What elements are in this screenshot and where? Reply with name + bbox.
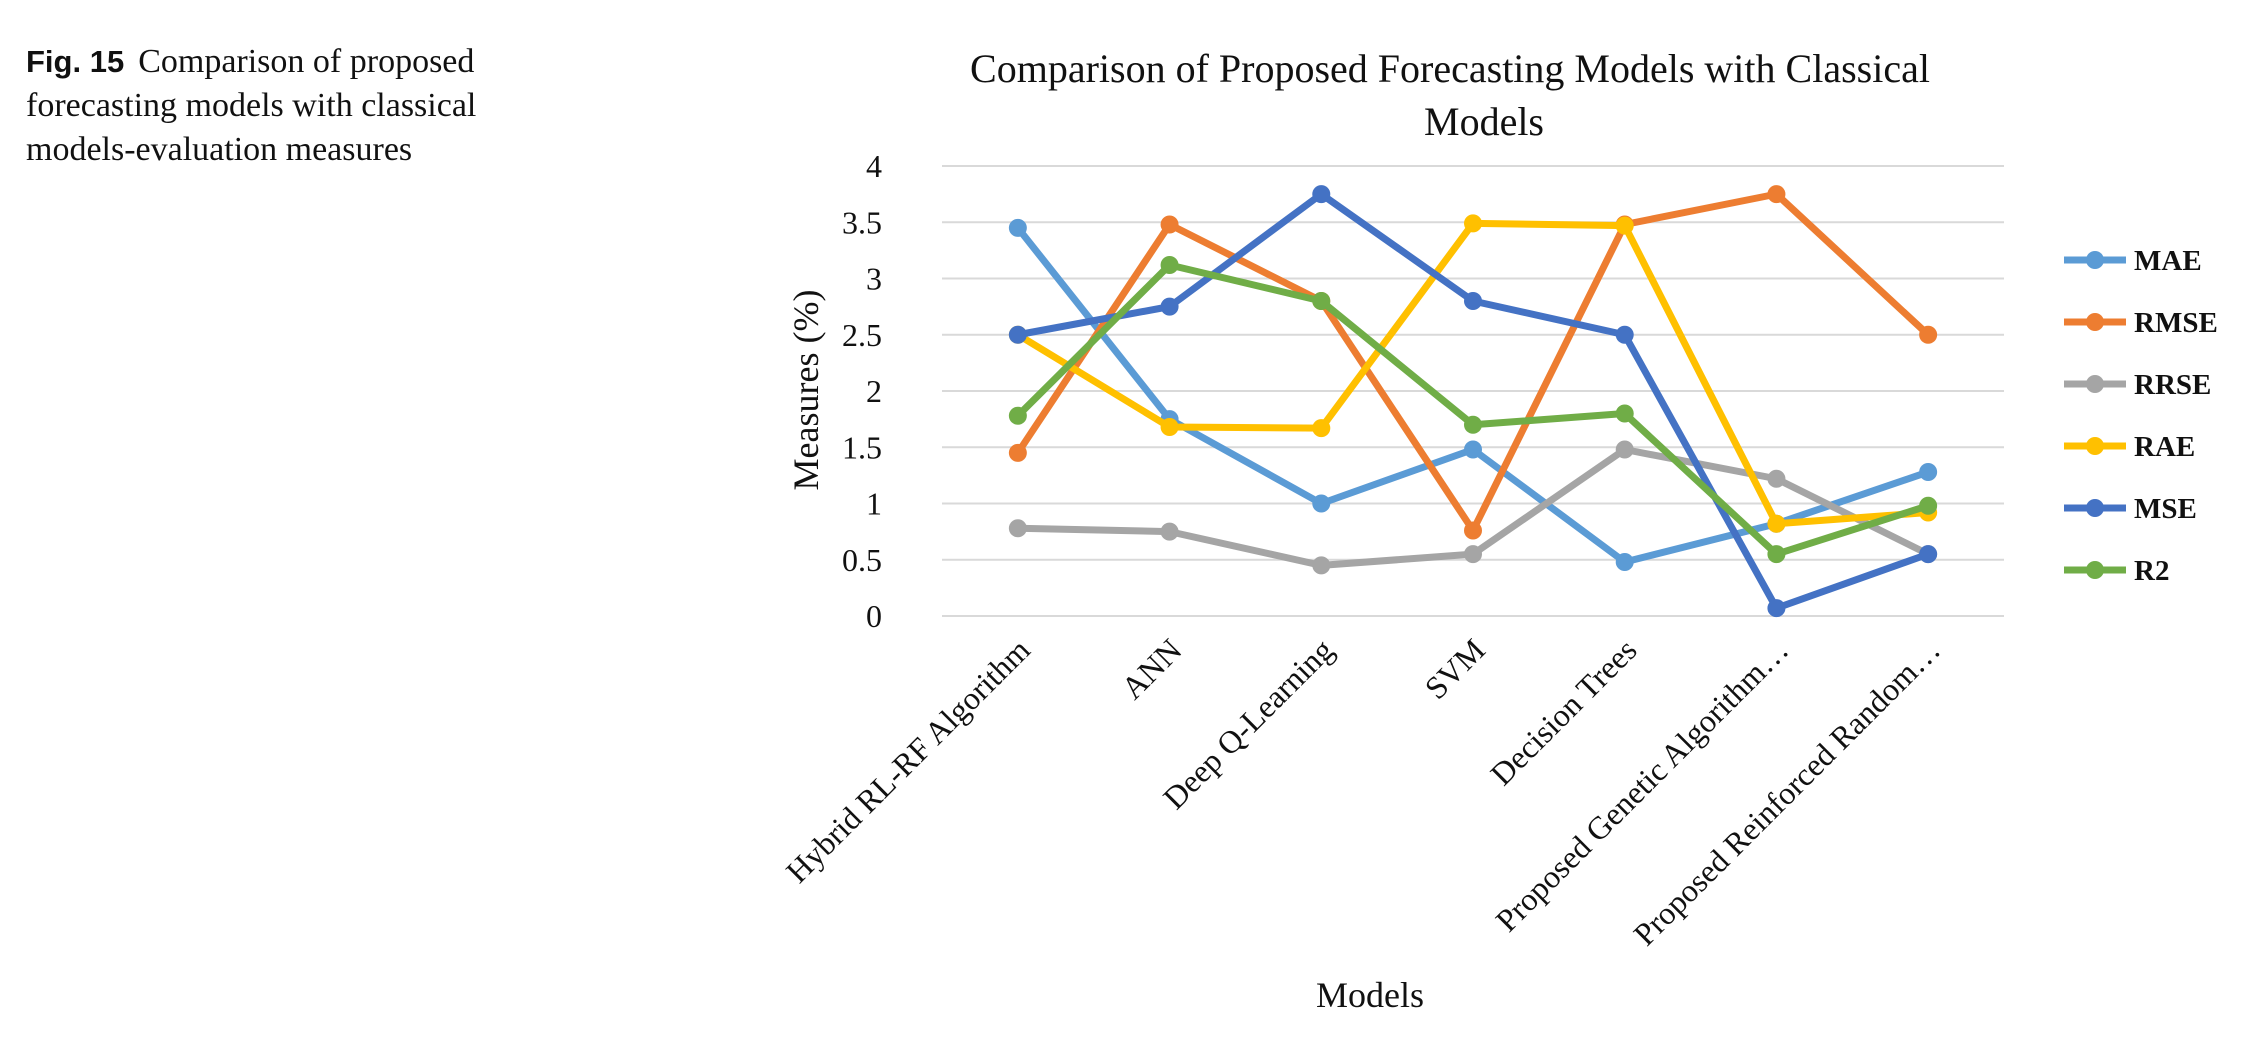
x-tick-label: Hybrid RL-RF Algorithm — [779, 631, 1037, 889]
data-point-rae — [1615, 216, 1634, 235]
y-axis-title: Measures (%) — [786, 290, 826, 491]
legend-label: RRSE — [2134, 369, 2211, 401]
data-point-mse — [1767, 599, 1786, 618]
data-point-mae — [1464, 440, 1482, 459]
data-point-mae — [1312, 494, 1331, 513]
legend-item-rrse: RRSE — [2064, 369, 2211, 401]
legend-marker — [2086, 499, 2104, 517]
x-tick-label: ANN — [1114, 631, 1188, 705]
data-point-rmse — [1767, 185, 1786, 204]
legend-label: MSE — [2134, 493, 2197, 525]
figure-caption-text: Comparison of proposed forecasting model… — [26, 43, 477, 168]
data-point-r2 — [1160, 256, 1179, 274]
x-tick-label: Decision Trees — [1483, 631, 1644, 792]
legend-marker — [2086, 313, 2104, 331]
y-tick-label: 2.5 — [842, 317, 882, 353]
data-point-rmse — [1464, 521, 1482, 540]
data-point-r2 — [1919, 496, 1938, 515]
figure-label: Fig. 15 — [26, 44, 125, 79]
x-tick-label: Proposed Genetic Algorithm… — [1488, 631, 1795, 938]
legend-label: MAE — [2134, 245, 2202, 277]
data-point-rae — [1312, 419, 1331, 438]
data-point-r2 — [1767, 545, 1786, 564]
legend-marker — [2086, 375, 2104, 393]
data-point-mse — [1008, 325, 1027, 344]
y-tick-label: 3.5 — [842, 204, 882, 240]
legend-item-rmse: RMSE — [2064, 307, 2218, 339]
data-point-rae — [1160, 418, 1179, 436]
y-tick-label: 1.5 — [842, 429, 882, 465]
data-point-rae — [1464, 214, 1482, 233]
data-point-mse — [1160, 297, 1179, 316]
data-point-rrse — [1160, 522, 1179, 541]
figure-caption: Fig. 15 Comparison of proposed forecastin… — [26, 40, 486, 172]
x-axis-title: Models — [1316, 975, 1424, 1015]
data-point-rmse — [1919, 325, 1938, 344]
data-point-rae — [1767, 514, 1786, 533]
data-point-mae — [1008, 218, 1027, 237]
legend-marker — [2086, 561, 2104, 579]
y-tick-label: 2 — [866, 373, 882, 409]
legend-item-mae: MAE — [2064, 245, 2202, 277]
legend-marker — [2086, 251, 2104, 269]
data-point-mae — [1919, 463, 1938, 481]
series-rrse — [1008, 440, 1938, 575]
series-r2 — [1008, 256, 1938, 564]
series-line-rae — [1014, 219, 1932, 528]
y-tick-label: 4 — [866, 148, 882, 184]
data-point-mse — [1919, 545, 1938, 564]
series-mae — [1008, 218, 1938, 571]
legend-item-mse: MSE — [2064, 493, 2197, 525]
data-point-rmse — [1160, 215, 1179, 234]
data-point-mse — [1464, 292, 1482, 310]
data-point-rrse — [1464, 545, 1482, 564]
data-point-r2 — [1312, 292, 1331, 310]
data-point-mae — [1615, 553, 1634, 571]
data-point-rrse — [1615, 440, 1634, 459]
y-tick-label: 1 — [866, 486, 882, 522]
series-mse — [1008, 185, 1938, 618]
data-point-rrse — [1767, 469, 1786, 488]
data-point-rrse — [1008, 519, 1027, 538]
legend: MAE RMSE RRSE RAE MSE R2 — [2064, 245, 2218, 587]
data-point-mse — [1312, 185, 1331, 204]
series-line-rmse — [1014, 190, 1932, 534]
y-tick-label: 3 — [866, 261, 882, 297]
x-tick-label: Proposed Reinforced Random… — [1626, 631, 1947, 952]
chart-title-line2: Models — [1424, 99, 1544, 144]
data-point-r2 — [1615, 404, 1634, 423]
legend-item-rae: RAE — [2064, 431, 2195, 463]
legend-item-r2: R2 — [2064, 555, 2169, 587]
series-group — [1008, 185, 1938, 618]
y-tick-label: 0.5 — [842, 542, 882, 578]
y-axis-ticks: 0 0.5 1 1.5 2 2.5 3 3.5 4 — [842, 148, 882, 634]
data-point-r2 — [1464, 415, 1482, 434]
legend-label: RMSE — [2134, 307, 2218, 339]
x-tick-label: SVM — [1417, 631, 1492, 706]
chart-title-line1: Comparison of Proposed Forecasting Model… — [970, 46, 1930, 91]
data-point-mse — [1615, 325, 1634, 344]
data-point-r2 — [1008, 406, 1027, 425]
data-point-rrse — [1312, 556, 1331, 575]
legend-marker — [2086, 437, 2104, 455]
y-tick-label: 0 — [866, 598, 882, 634]
legend-label: R2 — [2134, 555, 2169, 587]
data-point-rmse — [1008, 443, 1027, 462]
legend-label: RAE — [2134, 431, 2195, 463]
